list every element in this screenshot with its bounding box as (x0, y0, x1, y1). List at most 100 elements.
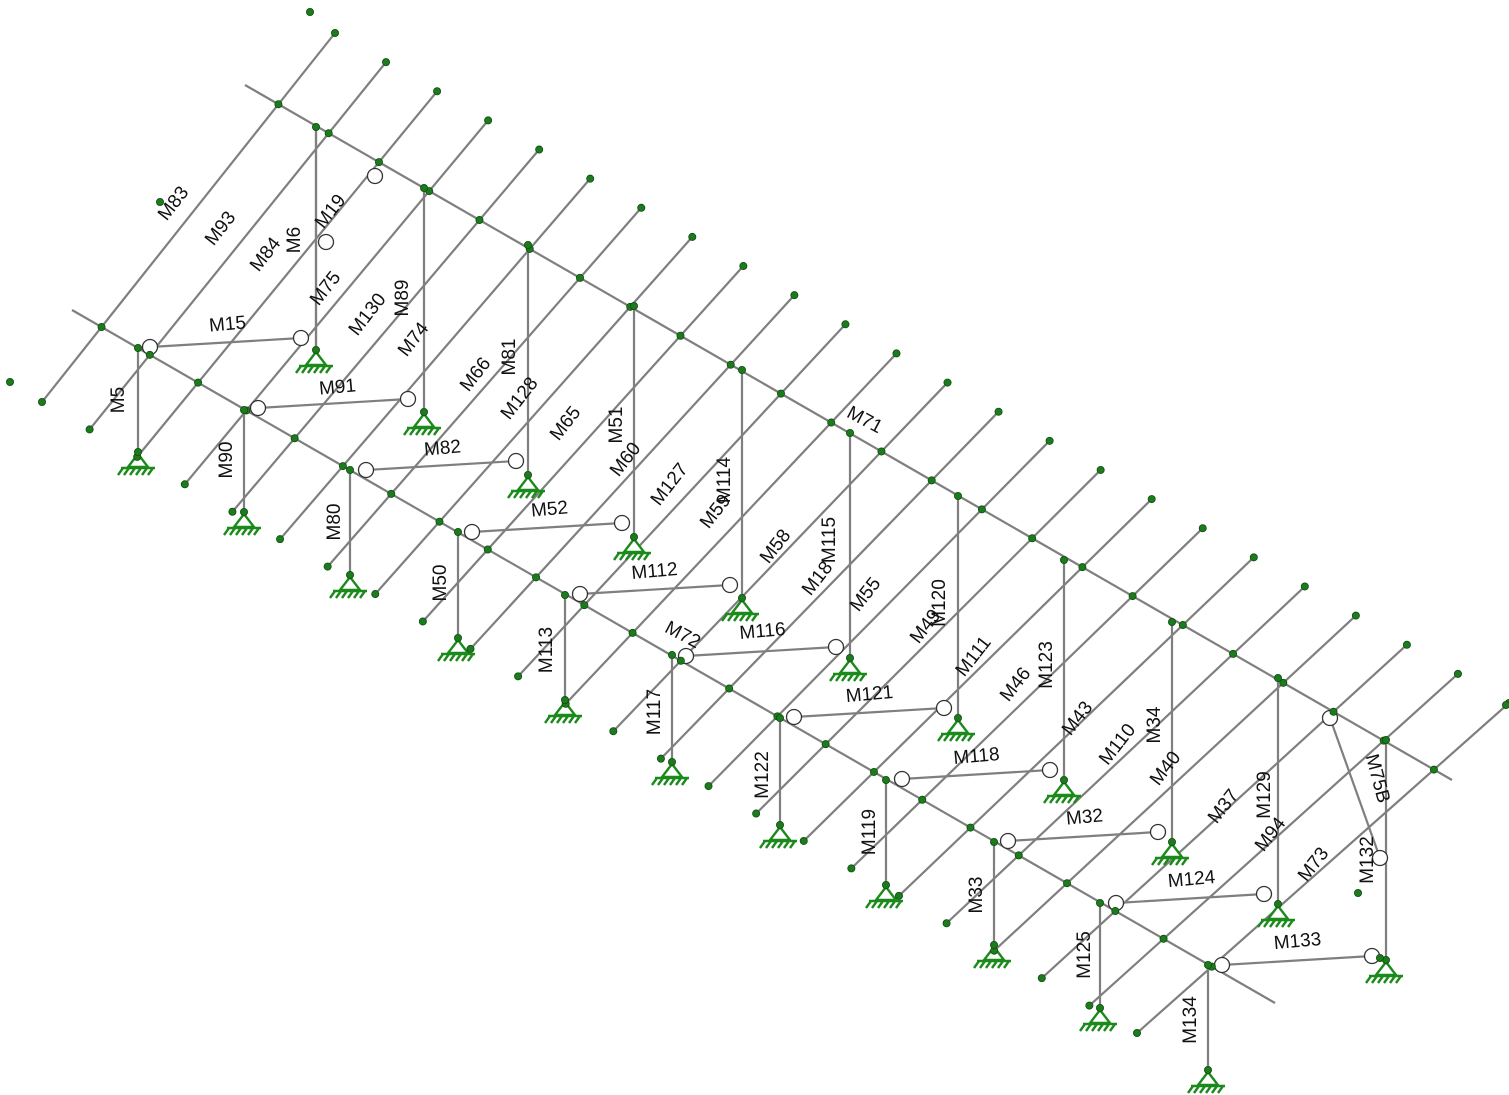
node[interactable] (435, 517, 444, 526)
node[interactable] (1502, 701, 1509, 709)
node[interactable] (752, 809, 761, 818)
node[interactable] (1453, 669, 1462, 678)
rafter-member[interactable] (850, 527, 1204, 870)
member-label[interactable]: M82 (423, 436, 462, 460)
member-label[interactable]: M134 (1180, 996, 1201, 1044)
member-label[interactable]: M118 (953, 744, 1001, 769)
node[interactable] (846, 654, 855, 663)
node[interactable] (1063, 879, 1072, 888)
tie-member[interactable] (149, 336, 302, 349)
member-label[interactable]: M72 (661, 617, 704, 653)
node[interactable] (133, 447, 142, 456)
node[interactable] (323, 562, 332, 571)
node[interactable] (311, 345, 320, 354)
member-label[interactable]: M132 (1357, 836, 1378, 884)
node[interactable] (637, 203, 646, 212)
node[interactable] (847, 864, 856, 873)
rafter-member[interactable] (993, 614, 1357, 952)
node[interactable] (155, 197, 164, 206)
node[interactable] (1376, 954, 1385, 963)
member-label[interactable]: M15 (208, 312, 247, 336)
node[interactable] (228, 507, 237, 516)
node[interactable] (954, 714, 963, 723)
member-label[interactable]: M84 (246, 233, 286, 275)
rafter-member[interactable] (1041, 643, 1408, 979)
node[interactable] (483, 545, 492, 554)
node[interactable] (276, 535, 285, 544)
rafter-member[interactable] (517, 323, 847, 678)
node[interactable] (676, 656, 685, 665)
tie-member[interactable] (1115, 892, 1265, 905)
node[interactable] (180, 480, 189, 489)
node[interactable] (1028, 534, 1037, 543)
node[interactable] (532, 573, 541, 582)
node[interactable] (290, 434, 299, 443)
node[interactable] (524, 470, 533, 479)
member-label[interactable]: M93 (201, 208, 240, 250)
node[interactable] (882, 776, 891, 785)
rafter-member[interactable] (88, 61, 387, 431)
rafter-member[interactable] (802, 498, 1153, 842)
member-label[interactable]: M74 (394, 318, 434, 360)
tie-member[interactable] (579, 583, 731, 596)
node[interactable] (726, 360, 735, 369)
node[interactable] (799, 836, 808, 845)
member-label[interactable]: M116 (739, 619, 787, 644)
member-label[interactable]: M50 (430, 565, 451, 602)
rafter-member[interactable] (1088, 673, 1459, 1007)
node[interactable] (776, 714, 785, 723)
node[interactable] (954, 491, 963, 500)
node[interactable] (668, 758, 677, 767)
node[interactable] (535, 145, 544, 154)
node[interactable] (841, 320, 850, 329)
node[interactable] (330, 28, 339, 37)
tie-member[interactable] (901, 768, 1051, 781)
node[interactable] (918, 795, 927, 804)
node[interactable] (927, 476, 936, 485)
node[interactable] (194, 378, 203, 387)
rafter-member[interactable] (755, 469, 1102, 815)
node[interactable] (418, 617, 427, 626)
node[interactable] (966, 823, 975, 832)
node[interactable] (1204, 1066, 1213, 1075)
node[interactable] (1085, 1001, 1094, 1010)
member-label[interactable]: M40 (1146, 748, 1185, 790)
node[interactable] (524, 240, 533, 249)
node[interactable] (630, 533, 639, 542)
node[interactable] (345, 571, 354, 580)
node[interactable] (668, 651, 677, 660)
node[interactable] (892, 349, 901, 358)
node[interactable] (1133, 1029, 1142, 1038)
rafter-member[interactable] (469, 294, 796, 650)
node[interactable] (877, 447, 886, 456)
member-label[interactable]: M75 (306, 268, 345, 310)
node[interactable] (1249, 553, 1258, 562)
node[interactable] (6, 377, 14, 386)
node[interactable] (382, 58, 391, 67)
member-label[interactable]: M80 (324, 504, 345, 541)
node[interactable] (704, 782, 713, 791)
node[interactable] (943, 378, 952, 387)
rafter-member[interactable] (136, 90, 438, 458)
member-label[interactable]: M114 (714, 457, 735, 504)
rafter-member[interactable] (279, 177, 592, 540)
rafter-member[interactable] (1136, 702, 1509, 1034)
node[interactable] (1147, 495, 1156, 504)
member-label[interactable]: M65 (546, 403, 585, 445)
member-label[interactable]: M81 (499, 339, 520, 376)
node[interactable] (453, 528, 462, 537)
node[interactable] (575, 273, 584, 282)
member-label[interactable]: M117 (644, 689, 665, 735)
member-label[interactable]: M91 (318, 375, 357, 399)
node[interactable] (1096, 899, 1105, 908)
member-label[interactable]: M127 (647, 459, 693, 509)
node[interactable] (628, 628, 637, 637)
member-label[interactable]: M122 (752, 751, 773, 799)
node[interactable] (324, 129, 333, 138)
member-label[interactable]: M55 (846, 574, 885, 616)
node[interactable] (725, 684, 734, 693)
node[interactable] (1168, 618, 1177, 627)
member-label[interactable]: M112 (631, 559, 679, 584)
rafter-member[interactable] (183, 119, 489, 486)
node[interactable] (688, 232, 697, 241)
